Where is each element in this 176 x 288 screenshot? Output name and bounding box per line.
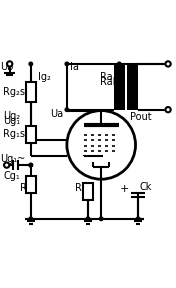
- Text: Rg₁: Rg₁: [20, 183, 37, 193]
- Circle shape: [29, 163, 33, 167]
- Text: Rk: Rk: [75, 183, 87, 193]
- Text: Ra: Ra: [100, 72, 113, 82]
- Circle shape: [29, 217, 33, 221]
- Bar: [114, 64, 125, 110]
- Circle shape: [4, 162, 9, 168]
- Circle shape: [29, 163, 33, 167]
- Text: Ck: Ck: [139, 182, 151, 192]
- Text: Ug₂: Ug₂: [3, 111, 20, 121]
- Circle shape: [29, 62, 33, 66]
- Text: Ia: Ia: [70, 62, 79, 71]
- Text: Rg₁s: Rg₁s: [3, 129, 25, 139]
- Circle shape: [165, 61, 171, 67]
- Bar: [83, 183, 93, 200]
- Bar: [26, 176, 36, 193]
- Text: Cg₁: Cg₁: [4, 171, 20, 181]
- Circle shape: [99, 217, 103, 221]
- Circle shape: [7, 61, 12, 67]
- Text: Ua: Ua: [50, 109, 63, 119]
- Text: Ub: Ub: [0, 62, 13, 71]
- Circle shape: [136, 217, 140, 221]
- Text: Ug₁~: Ug₁~: [0, 154, 25, 164]
- Bar: [26, 82, 36, 102]
- Bar: [127, 64, 138, 110]
- Text: RaL: RaL: [100, 77, 118, 86]
- Bar: [26, 126, 36, 143]
- Text: Pout: Pout: [130, 112, 152, 122]
- Text: Ug₁: Ug₁: [3, 116, 20, 126]
- Text: Rg₂s: Rg₂s: [3, 87, 25, 97]
- Text: Ig₂: Ig₂: [38, 72, 51, 82]
- Circle shape: [165, 107, 171, 112]
- Circle shape: [65, 62, 69, 66]
- Circle shape: [86, 217, 90, 221]
- Text: +: +: [120, 184, 130, 194]
- Circle shape: [65, 108, 69, 111]
- Circle shape: [118, 62, 121, 66]
